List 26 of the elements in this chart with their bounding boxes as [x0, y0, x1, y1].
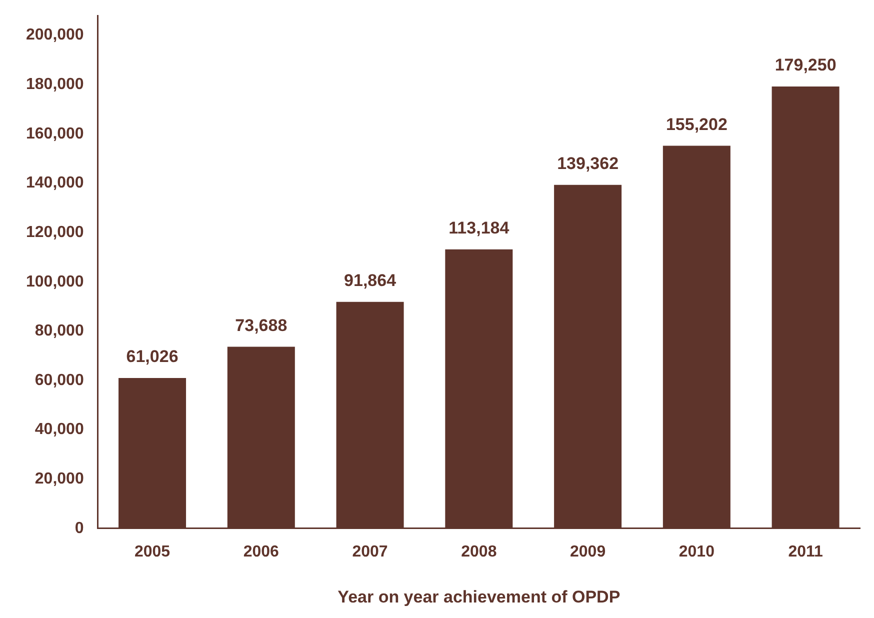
y-tick-label: 80,000	[34, 322, 84, 340]
y-tick-label: 160,000	[26, 125, 84, 142]
y-tick-label: 100,000	[26, 273, 84, 290]
data-label: 61,026	[126, 347, 178, 366]
x-tick-label: 2010	[678, 543, 715, 560]
data-label: 155,202	[666, 114, 728, 134]
y-tick-label: 120,000	[26, 224, 84, 241]
x-tick-label: 2006	[243, 543, 280, 560]
y-tick-label: 200,000	[26, 26, 84, 44]
x-tick-label: 2007	[352, 543, 388, 560]
y-tick-label: 180,000	[26, 76, 84, 94]
x-tick-label: 2008	[461, 543, 497, 560]
y-tick-label: 0	[74, 520, 84, 537]
x-tick-label: 2011	[788, 543, 824, 560]
x-tick-label: 2005	[134, 543, 170, 560]
y-tick-label: 40,000	[34, 421, 84, 438]
y-tick-label: 20,000	[34, 470, 84, 488]
data-label: 113,184	[448, 218, 510, 238]
data-label: 179,250	[774, 56, 836, 75]
x-axis-title: Year on year achievement of OPDP	[338, 587, 620, 606]
x-tick-label: 2009	[570, 543, 606, 560]
y-tick-label: 140,000	[26, 174, 84, 192]
data-label: 91,864	[344, 271, 397, 290]
y-tick-label: 60,000	[34, 372, 84, 389]
data-label: 139,362	[557, 154, 619, 174]
data-label: 73,688	[235, 316, 288, 335]
